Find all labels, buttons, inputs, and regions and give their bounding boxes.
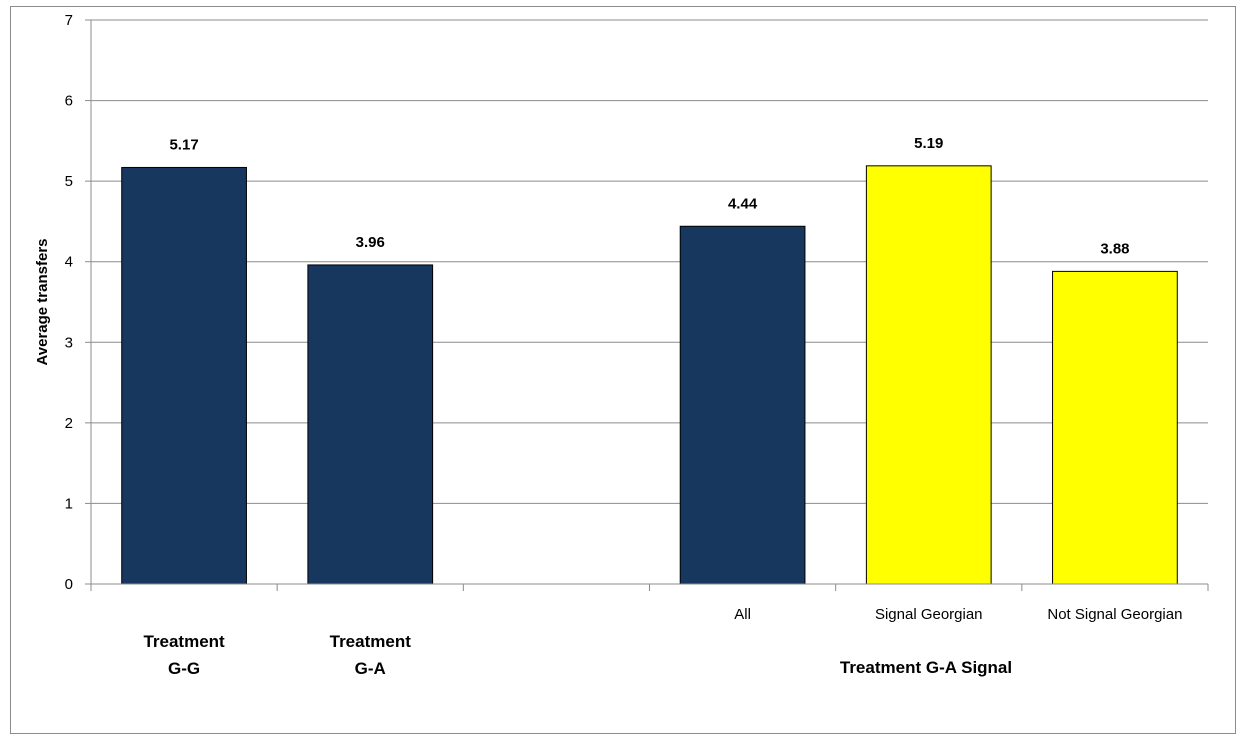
y-axis-title: Average transfers bbox=[34, 238, 51, 365]
gridlines bbox=[91, 19, 1208, 585]
x-tick-label: G-A bbox=[355, 659, 386, 678]
y-tick-label: 2 bbox=[65, 415, 73, 432]
data-label: 3.88 bbox=[1100, 240, 1129, 257]
x-tick-label: All bbox=[734, 606, 751, 623]
bar bbox=[679, 225, 806, 585]
x-tick-label: Not Signal Georgian bbox=[1047, 606, 1182, 623]
data-label: 5.19 bbox=[914, 135, 943, 152]
data-label: 5.17 bbox=[169, 136, 198, 153]
x-tick-label: Treatment bbox=[143, 632, 225, 651]
bars: 5.17 3.96 4.44 5.19 3.88 bbox=[121, 135, 1178, 585]
y-tick-label: 5 bbox=[65, 173, 73, 190]
y-tick-label: 7 bbox=[65, 12, 73, 29]
y-tick-label: 3 bbox=[65, 334, 73, 351]
data-label: 4.44 bbox=[728, 195, 758, 212]
x-tick-label: G-G bbox=[168, 659, 200, 678]
x-tick-label: Treatment bbox=[330, 632, 412, 651]
bar bbox=[1052, 270, 1178, 585]
y-tick-label: 6 bbox=[65, 93, 73, 110]
data-label: 3.96 bbox=[356, 234, 385, 251]
bar bbox=[121, 166, 247, 585]
group-label: Treatment G-A Signal bbox=[840, 658, 1012, 677]
bar bbox=[865, 165, 992, 585]
y-tick-label: 1 bbox=[65, 495, 73, 512]
y-axis: 0 1 2 3 4 5 6 7 bbox=[65, 12, 92, 593]
y-tick-label: 0 bbox=[65, 576, 73, 593]
bar bbox=[307, 264, 434, 585]
x-axis: Treatment G-G Treatment G-A All Signal Georgi… bbox=[90, 583, 1209, 678]
x-tick-label: Signal Georgian bbox=[875, 606, 983, 623]
y-tick-label: 4 bbox=[65, 254, 73, 271]
